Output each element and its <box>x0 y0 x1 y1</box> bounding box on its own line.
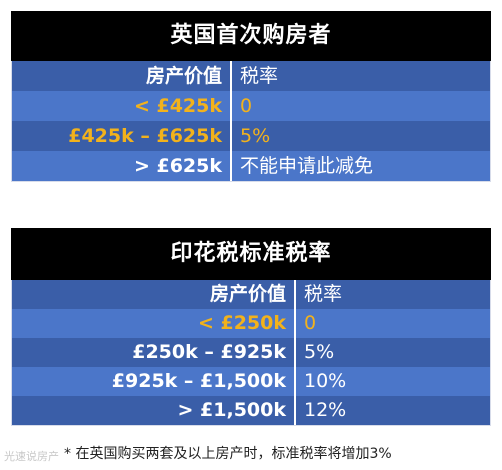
tax-rate-cell: 12% <box>304 399 347 421</box>
table-row: £250k – £925k 5% <box>12 338 490 367</box>
table-title: 英国首次购房者 <box>11 11 491 61</box>
standard-rates-table: 印花税标准税率 房产价值 税率 < £250k 0 £250k – £925k … <box>11 228 491 426</box>
header-property-value: 房产价值 <box>12 61 232 91</box>
table-header-row: 房产价值 税率 <box>12 280 490 309</box>
table-row: > £625k 不能申请此减免 <box>12 151 490 181</box>
table-body: 房产价值 税率 < £250k 0 £250k – £925k 5% £925k… <box>11 280 491 426</box>
property-value-cell: £425k – £625k <box>12 121 232 151</box>
property-value-cell: < £425k <box>12 91 232 121</box>
table-row: £425k – £625k 5% <box>12 121 490 151</box>
property-value-cell: £925k – £1,500k <box>12 367 296 396</box>
table-header-row: 房产价值 税率 <box>12 61 490 91</box>
table-row: £925k – £1,500k 10% <box>12 367 490 396</box>
table-title: 印花税标准税率 <box>11 228 491 280</box>
watermark: 光速说房产 <box>4 450 59 463</box>
tax-rate-cell: 5% <box>240 125 271 147</box>
footnote: * 在英国购买两套及以上房产时，标准税率将增加3% <box>64 446 392 462</box>
header-tax-rate: 税率 <box>304 283 343 305</box>
header-tax-rate: 税率 <box>240 65 279 87</box>
table-body: 房产价值 税率 < £425k 0 £425k – £625k 5% > £62… <box>11 61 491 182</box>
tax-rate-cell: 0 <box>240 95 253 117</box>
property-value-cell: £250k – £925k <box>12 338 296 367</box>
first-time-buyers-table: 英国首次购房者 房产价值 税率 < £425k 0 £425k – £625k … <box>11 11 491 182</box>
tax-rate-cell: 0 <box>304 312 317 334</box>
table-row: > £1,500k 12% <box>12 396 490 425</box>
tax-rate-cell: 10% <box>304 370 347 392</box>
property-value-cell: < £250k <box>12 309 296 338</box>
tax-rate-cell: 5% <box>304 341 335 363</box>
property-value-cell: > £625k <box>12 151 232 181</box>
property-value-cell: > £1,500k <box>12 396 296 425</box>
tax-rate-cell: 不能申请此减免 <box>240 155 374 177</box>
header-property-value: 房产价值 <box>12 280 296 309</box>
table-row: < £250k 0 <box>12 309 490 338</box>
table-row: < £425k 0 <box>12 91 490 121</box>
